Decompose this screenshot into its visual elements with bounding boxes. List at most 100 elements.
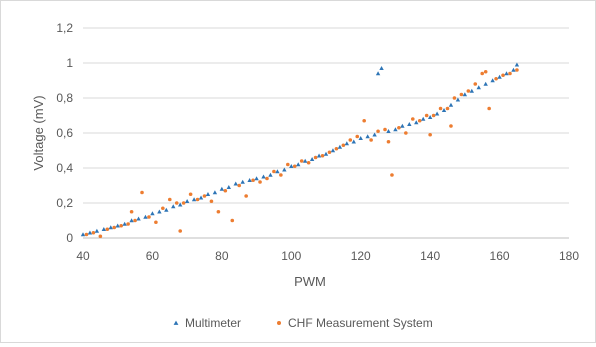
chf-point xyxy=(508,71,512,76)
chf-point xyxy=(98,234,103,239)
chf-point xyxy=(313,155,318,160)
multimeter-point xyxy=(455,97,461,102)
multimeter-point xyxy=(129,218,134,223)
multimeter-point xyxy=(80,232,86,237)
multimeter-point xyxy=(483,81,488,86)
chf-point xyxy=(286,162,290,167)
chf-point xyxy=(178,229,182,233)
multimeter-point xyxy=(393,127,398,132)
multimeter-point xyxy=(240,179,245,184)
multimeter-point xyxy=(171,204,176,209)
x-tick-label: 180 xyxy=(559,249,579,263)
multimeter-point xyxy=(337,144,343,149)
multimeter-point xyxy=(372,132,377,137)
multimeter-point xyxy=(282,167,287,172)
chf-point xyxy=(119,223,123,228)
multimeter-point xyxy=(330,148,336,153)
x-tick-label: 120 xyxy=(351,249,371,263)
chf-point xyxy=(174,201,179,205)
chf-point xyxy=(449,124,453,128)
y-axis-title: Voltage (mV) xyxy=(31,95,46,170)
y-tick-label: 0,8 xyxy=(56,91,73,105)
multimeter-point xyxy=(375,71,381,76)
multimeter-point xyxy=(122,221,127,226)
chf-point xyxy=(161,206,165,211)
chf-point xyxy=(140,190,144,195)
chf-point xyxy=(84,232,89,237)
multimeter-point xyxy=(184,199,190,204)
multimeter-point xyxy=(94,228,100,233)
multimeter-point xyxy=(87,230,93,235)
multimeter-point xyxy=(178,202,183,207)
multimeter-point xyxy=(476,85,481,90)
multimeter-point xyxy=(275,169,280,174)
chf-point xyxy=(424,113,429,118)
multimeter-point xyxy=(233,181,238,186)
data-points xyxy=(80,62,520,239)
gridlines xyxy=(83,27,569,239)
y-tick-label: 0,6 xyxy=(56,126,73,140)
multimeter-point xyxy=(504,71,509,76)
y-tick-label: 1,2 xyxy=(56,21,73,35)
chf-point xyxy=(126,222,130,226)
multimeter-point xyxy=(309,157,315,162)
chf-point xyxy=(244,194,248,198)
chf-point xyxy=(494,76,498,81)
chf-point xyxy=(147,215,151,219)
chf-point xyxy=(466,89,471,93)
chf-point xyxy=(383,127,387,132)
y-tick-label: 1 xyxy=(66,56,73,70)
chf-point xyxy=(362,118,366,123)
chf-point xyxy=(292,164,297,169)
multimeter-point xyxy=(344,141,350,146)
chf-point xyxy=(181,201,186,205)
y-tick-label: 0,2 xyxy=(56,196,73,210)
chf-point xyxy=(272,169,276,174)
x-tick-label: 60 xyxy=(146,249,160,263)
multimeter-point xyxy=(511,67,516,72)
multimeter-point xyxy=(157,209,162,214)
chf-point xyxy=(202,194,207,198)
chf-point xyxy=(279,173,283,177)
multimeter-point xyxy=(400,123,405,128)
multimeter-point xyxy=(407,122,412,127)
chf-point xyxy=(237,183,242,188)
multimeter-point xyxy=(219,186,225,191)
chf-point xyxy=(258,180,262,184)
multimeter-point xyxy=(108,225,113,230)
chf-point xyxy=(376,129,380,134)
multimeter-point xyxy=(302,158,308,163)
multimeter-point xyxy=(143,214,148,219)
y-tick-label: 0 xyxy=(66,231,73,245)
chf-point xyxy=(209,199,214,204)
chf-point xyxy=(390,173,394,177)
legend-label-chf: CHF Measurement System xyxy=(288,316,433,330)
multimeter-point xyxy=(150,211,155,216)
chf-point xyxy=(230,218,235,223)
multimeter-point xyxy=(164,207,169,212)
chf-point xyxy=(320,153,325,158)
chf-point xyxy=(327,150,332,155)
chf-point xyxy=(188,192,193,197)
chf-point xyxy=(105,227,110,232)
multimeter-point xyxy=(441,108,447,113)
chf-point xyxy=(341,143,346,148)
chf-point xyxy=(515,68,519,72)
chf-point xyxy=(91,230,96,235)
multimeter-point xyxy=(514,62,520,67)
legend-label-multimeter: Multimeter xyxy=(185,316,241,330)
legend-marker-chf xyxy=(277,321,281,325)
chf-point xyxy=(251,178,255,183)
multimeter-point xyxy=(386,129,391,134)
multimeter-point xyxy=(261,174,266,179)
chf-point xyxy=(216,209,221,214)
x-tick-label: 140 xyxy=(420,249,440,263)
chf-point xyxy=(487,106,491,111)
chf-point xyxy=(154,220,158,225)
multimeter-point xyxy=(497,74,502,79)
multimeter-point xyxy=(434,111,440,116)
chf-point xyxy=(112,225,117,230)
multimeter-point xyxy=(247,178,252,183)
multimeter-point xyxy=(136,216,141,221)
x-tick-label: 100 xyxy=(281,249,301,263)
